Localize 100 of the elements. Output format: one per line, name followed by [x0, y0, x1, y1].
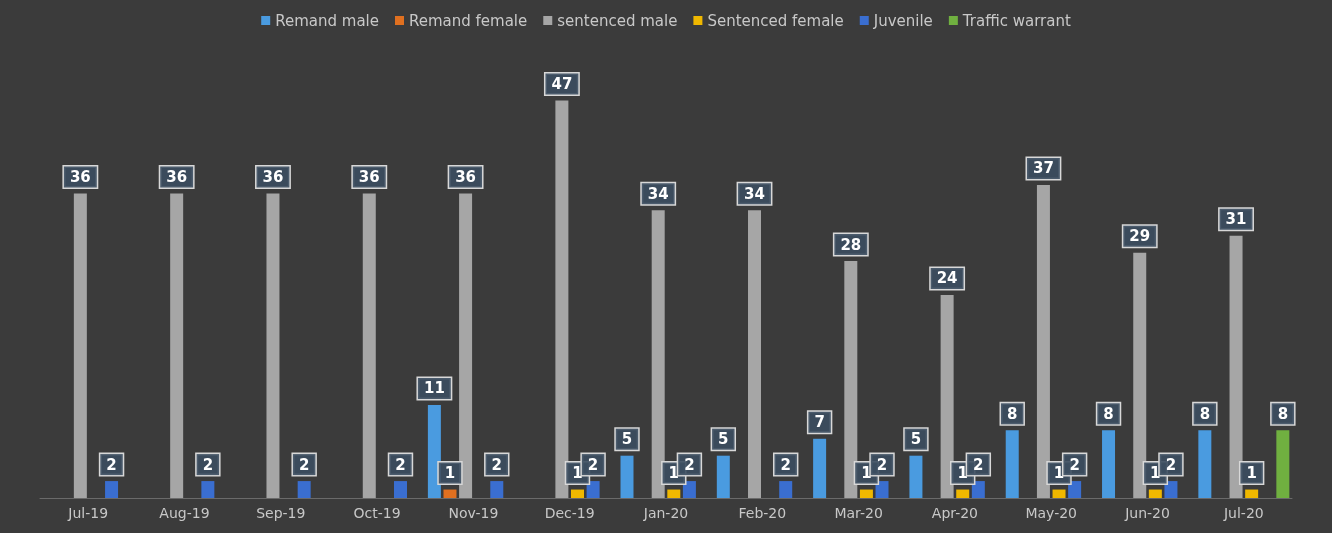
bar: [651, 210, 665, 498]
bar: [570, 489, 584, 498]
x-tick-label: Jun-20: [1124, 505, 1170, 521]
bar: [716, 455, 730, 498]
legend-label: Traffic warrant: [961, 11, 1071, 30]
bar: [859, 489, 873, 498]
x-tick-label: Jul-19: [67, 505, 109, 521]
bar: [1245, 489, 1259, 498]
bar: [459, 193, 473, 498]
bar: [105, 481, 119, 498]
data-label: 5: [718, 430, 729, 449]
legend-label: sentenced male: [557, 11, 678, 30]
data-label: 1: [572, 464, 583, 483]
data-label: 24: [936, 269, 958, 288]
legend-label: Remand male: [275, 11, 379, 30]
bar: [297, 481, 311, 498]
data-label: 2: [876, 455, 888, 474]
bar: [73, 193, 87, 498]
data-label: 2: [1069, 455, 1080, 474]
data-label: 1: [1053, 464, 1065, 483]
x-tick-label: Mar-20: [834, 505, 883, 521]
bar: [667, 489, 681, 498]
bar: [427, 404, 441, 498]
bar: [490, 481, 504, 498]
x-tick-label: Nov-19: [448, 505, 499, 521]
data-label: 1: [957, 464, 968, 483]
bar: [779, 481, 793, 498]
data-label: 2: [491, 455, 502, 474]
data-label: 28: [840, 235, 862, 254]
bar: [555, 100, 569, 498]
data-label: 2: [298, 455, 310, 474]
data-label: 29: [1129, 227, 1151, 246]
data-label: 2: [202, 455, 214, 474]
x-tick-label: Aug-19: [159, 505, 210, 521]
bar: [909, 455, 923, 498]
bar: [266, 193, 280, 498]
bar: [1229, 235, 1243, 498]
data-label: 2: [106, 455, 117, 474]
data-label: 8: [1103, 404, 1114, 423]
data-label: 8: [1199, 404, 1211, 423]
bar: [393, 481, 407, 498]
data-label: 2: [395, 455, 406, 474]
bar: [971, 481, 985, 498]
legend-label: Remand female: [408, 11, 528, 30]
bar: [1276, 430, 1290, 498]
data-label: 36: [358, 167, 380, 186]
data-label: 2: [684, 455, 695, 474]
data-label: 7: [814, 413, 825, 432]
bar: [875, 481, 889, 498]
x-tick-label: Dec-19: [544, 505, 595, 521]
bar: [940, 294, 954, 498]
data-label: 1: [668, 464, 680, 483]
bar: [1068, 481, 1082, 498]
data-label: 2: [587, 455, 599, 474]
data-label: 2: [973, 455, 984, 474]
x-tick-label: Jul-20: [1222, 505, 1264, 521]
bar: [1148, 489, 1162, 498]
bar: [1102, 430, 1116, 498]
data-label: 2: [1165, 455, 1177, 474]
data-label: 36: [455, 167, 477, 186]
data-label: 1: [861, 464, 872, 483]
x-tick-label: Oct-19: [353, 505, 401, 521]
data-label: 34: [647, 184, 669, 203]
x-tick-label: Sep-19: [256, 505, 306, 521]
bar: [844, 261, 858, 498]
data-label: 5: [621, 430, 633, 449]
data-label: 47: [551, 74, 573, 93]
bar: [956, 489, 970, 498]
data-label: 5: [910, 430, 922, 449]
bar: [813, 438, 827, 498]
data-label: 36: [166, 167, 188, 186]
bar: [682, 481, 696, 498]
data-label: 36: [69, 167, 91, 186]
bar: [1036, 184, 1050, 498]
data-label: 31: [1225, 210, 1247, 229]
bar: [1052, 489, 1066, 498]
bar: [362, 193, 376, 498]
data-label: 2: [780, 455, 791, 474]
bar: [748, 210, 762, 498]
bar: [620, 455, 634, 498]
data-label: 11: [423, 379, 445, 398]
x-tick-label: Feb-20: [738, 505, 787, 521]
data-label: 8: [1277, 404, 1289, 423]
data-label: 34: [744, 184, 765, 203]
bar: [586, 481, 600, 498]
data-label: 1: [1150, 464, 1161, 483]
bar: [170, 193, 184, 498]
bar: [1164, 481, 1178, 498]
data-label: 8: [1007, 404, 1018, 423]
bar: [1005, 430, 1019, 498]
x-tick-label: Jan-20: [642, 505, 689, 521]
data-label: 1: [444, 464, 456, 483]
legend-label: Sentenced female: [707, 11, 844, 30]
data-label: 36: [262, 167, 284, 186]
x-tick-label: Apr-20: [931, 505, 979, 521]
bar: [443, 489, 457, 498]
data-label: 1: [1246, 464, 1257, 483]
data-label: 37: [1032, 159, 1054, 178]
x-tick-label: May-20: [1025, 505, 1078, 521]
bar: [201, 481, 215, 498]
